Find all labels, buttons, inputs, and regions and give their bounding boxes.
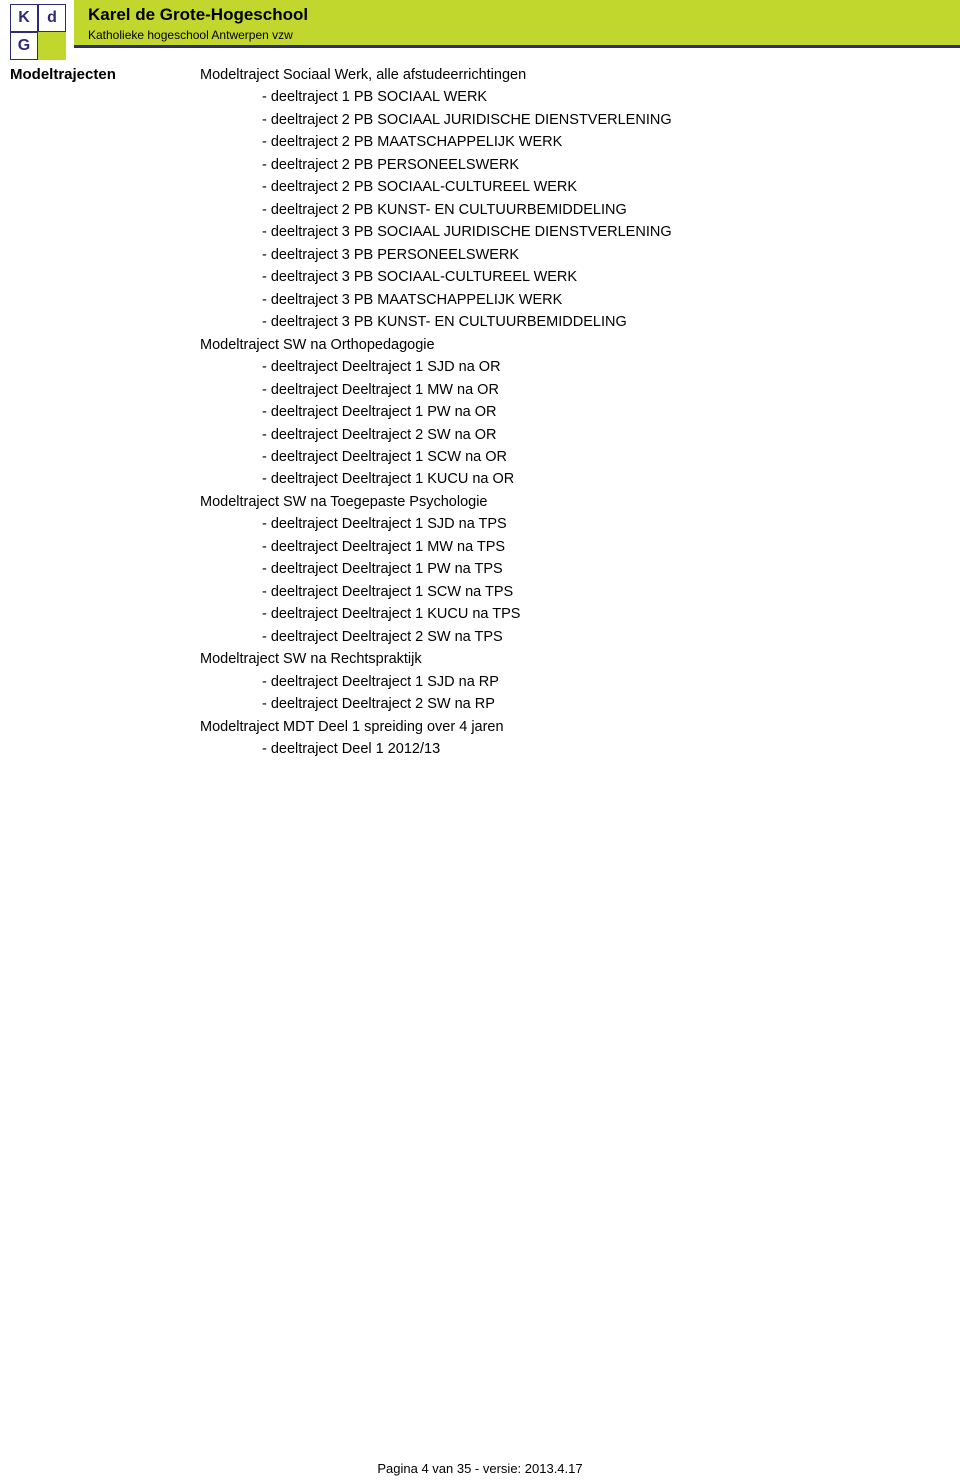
logo: K d G [10, 4, 66, 60]
trajectory-item: - deeltraject Deeltraject 1 SJD na RP [200, 671, 940, 693]
trajectory-item: - deeltraject Deeltraject 1 SCW na TPS [200, 581, 940, 603]
trajectory-item: - deeltraject 3 PB KUNST- EN CULTUURBEMI… [200, 311, 940, 333]
trajectory-item: - deeltraject 3 PB SOCIAAL JURIDISCHE DI… [200, 221, 940, 243]
trajectory-section-title: Modeltraject SW na Toegepaste Psychologi… [200, 491, 940, 513]
logo-cell-br [38, 32, 66, 60]
logo-cell-tr: d [38, 4, 66, 32]
trajectory-item: - deeltraject Deeltraject 1 SCW na OR [200, 446, 940, 468]
header-subtitle: Katholieke hogeschool Antwerpen vzw [88, 28, 960, 42]
trajectory-item: - deeltraject Deel 1 2012/13 [200, 738, 940, 760]
trajectory-item: - deeltraject Deeltraject 1 MW na OR [200, 379, 940, 401]
trajectory-item: - deeltraject 3 PB MAATSCHAPPELIJK WERK [200, 289, 940, 311]
trajectory-item: - deeltraject Deeltraject 1 PW na OR [200, 401, 940, 423]
trajectory-item: - deeltraject 2 PB MAATSCHAPPELIJK WERK [200, 131, 940, 153]
trajectory-item: - deeltraject 1 PB SOCIAAL WERK [200, 86, 940, 108]
trajectory-section-title: Modeltraject SW na Rechtspraktijk [200, 648, 940, 670]
trajectory-item: - deeltraject Deeltraject 1 KUCU na OR [200, 468, 940, 490]
trajectory-section-title: Modeltraject SW na Orthopedagogie [200, 334, 940, 356]
trajectory-item: - deeltraject 3 PB SOCIAAL-CULTUREEL WER… [200, 266, 940, 288]
header-bar: Karel de Grote-Hogeschool Katholieke hog… [74, 0, 960, 48]
trajectory-item: - deeltraject Deeltraject 1 KUCU na TPS [200, 603, 940, 625]
trajectory-item: - deeltraject Deeltraject 2 SW na RP [200, 693, 940, 715]
trajectory-item: - deeltraject 2 PB SOCIAAL-CULTUREEL WER… [200, 176, 940, 198]
trajectory-item: - deeltraject 2 PB PERSONEELSWERK [200, 154, 940, 176]
trajectory-item: - deeltraject 2 PB SOCIAAL JURIDISCHE DI… [200, 109, 940, 131]
trajectory-item: - deeltraject Deeltraject 1 SJD na OR [200, 356, 940, 378]
header-title: Karel de Grote-Hogeschool [88, 5, 960, 25]
trajectory-item: - deeltraject Deeltraject 1 MW na TPS [200, 536, 940, 558]
content: Modeltrajecten Modeltraject Sociaal Werk… [0, 48, 960, 761]
trajectory-item: - deeltraject Deeltraject 1 PW na TPS [200, 558, 940, 580]
trajectory-list: Modeltraject Sociaal Werk, alle afstudee… [200, 64, 940, 761]
trajectory-item: - deeltraject Deeltraject 1 SJD na TPS [200, 513, 940, 535]
trajectory-item: - deeltraject 2 PB KUNST- EN CULTUURBEMI… [200, 199, 940, 221]
logo-cell-bl: G [10, 32, 38, 60]
trajectory-item: - deeltraject 3 PB PERSONEELSWERK [200, 244, 940, 266]
logo-cell-tl: K [10, 4, 38, 32]
trajectory-item: - deeltraject Deeltraject 2 SW na TPS [200, 626, 940, 648]
section-label: Modeltrajecten [10, 64, 160, 761]
trajectory-section-title: Modeltraject Sociaal Werk, alle afstudee… [200, 64, 940, 86]
trajectory-section-title: Modeltraject MDT Deel 1 spreiding over 4… [200, 716, 940, 738]
page-footer: Pagina 4 van 35 - versie: 2013.4.17 [0, 1461, 960, 1476]
trajectory-item: - deeltraject Deeltraject 2 SW na OR [200, 424, 940, 446]
